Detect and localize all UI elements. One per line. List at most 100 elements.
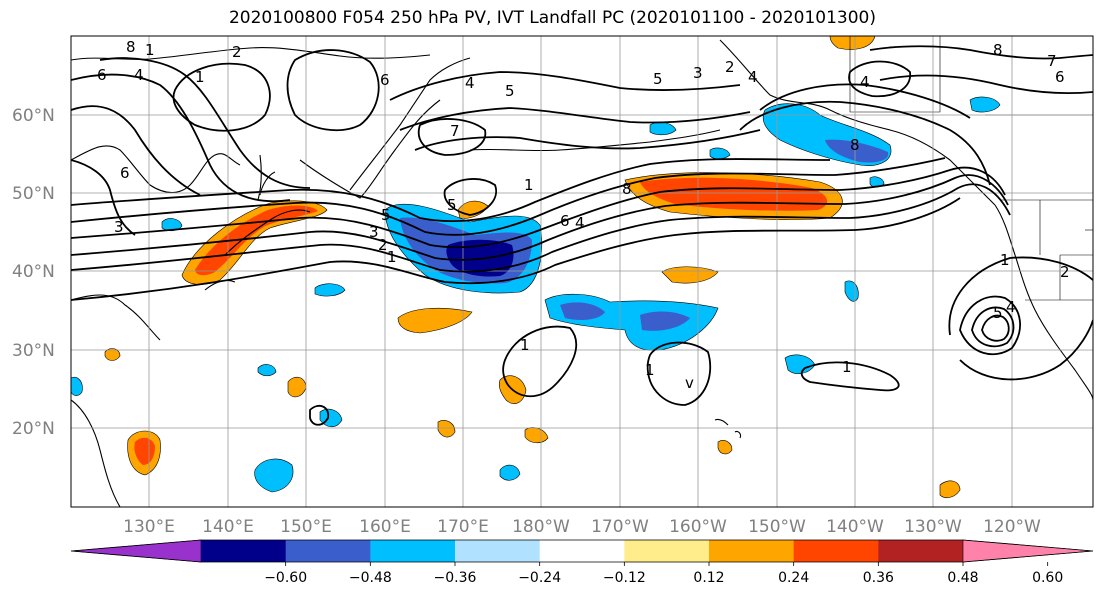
contour-label: 1 (145, 41, 155, 59)
contour-label: 1 (524, 176, 534, 194)
contour-low-1 (959, 295, 1021, 356)
contour-sub-3 (800, 361, 900, 392)
latitude-labels: 60°N 50°N 40°N 30°N 20°N (12, 106, 55, 439)
colorbar-segment (370, 540, 456, 562)
grid-lines (71, 36, 1093, 507)
colorbar-segment (285, 540, 371, 562)
colorbar-segment (201, 540, 287, 562)
negative-anomaly-central-core (560, 302, 690, 331)
contour-label: 6 (560, 212, 570, 230)
positive-anomaly-small-1 (397, 307, 473, 334)
negative-anomaly-small-10 (71, 377, 83, 396)
longitude-labels: 130°E 140°E 150°E 160°E 170°E 180°W 170°… (123, 517, 1041, 537)
contour-sub-2 (646, 341, 712, 406)
lon-label: 180°W (512, 517, 570, 537)
contour-ridge-2 (99, 57, 311, 189)
sakhalin-kuril (257, 99, 441, 201)
contour-label: 8 (622, 180, 632, 198)
contour-n-1 (389, 71, 741, 101)
lat-label: 50°N (12, 184, 55, 204)
north-america-coastline (994, 204, 1093, 401)
contour-label: 1 (842, 358, 852, 376)
colorbar-outline (70, 539, 1094, 563)
contour-label: 1 (195, 68, 205, 86)
contour-closed-5 (443, 178, 497, 216)
contour-label: 3 (693, 64, 703, 82)
contour-label: 2 (1060, 263, 1070, 281)
contour-n-3 (414, 129, 761, 151)
contour-label: 2 (725, 58, 735, 76)
contour-label: 5 (653, 70, 663, 88)
contour-label: 6 (97, 66, 107, 84)
contour-label: 4 (134, 66, 144, 84)
aleutians (469, 129, 721, 152)
contour-closed-nw (172, 62, 271, 132)
negative-anomaly-small-12 (709, 147, 731, 160)
contour-label: 3 (114, 218, 124, 236)
contour-low-3 (981, 314, 1010, 342)
contour-low-2 (971, 306, 1015, 348)
map-title: 2020100800 F054 250 hPa PV, IVT Landfall… (228, 8, 876, 28)
contour-closed-n (286, 49, 380, 132)
lon-label: 130°W (904, 517, 962, 537)
contour-alaska-2 (759, 83, 971, 119)
colorbar-segment (70, 539, 202, 563)
negative-anomaly-small-8 (257, 364, 277, 377)
coastlines (71, 39, 1093, 507)
lon-label: 160°W (669, 517, 727, 537)
contour-ridge-3 (71, 105, 201, 196)
contour-closed-7 (417, 118, 487, 156)
lon-label: 130°E (123, 517, 175, 537)
contour-label: 1 (387, 248, 397, 266)
contour-sub-1 (502, 325, 578, 398)
negative-anomaly-small-2 (314, 283, 346, 297)
contour-label: 7 (1047, 52, 1057, 70)
map-frame (70, 35, 1094, 508)
contour-ne-1 (869, 45, 1093, 60)
colorbar-segment (539, 540, 625, 562)
colorbar-segment (793, 540, 879, 562)
colorbar-segment (624, 540, 710, 562)
colorbar-tick-label: 0.48 (947, 570, 978, 586)
contour-n-2 (399, 107, 751, 131)
contour-label: 5 (993, 304, 1003, 322)
contour-sub-4 (309, 404, 330, 426)
lat-label: 30°N (12, 341, 55, 361)
contour-label: 5 (505, 82, 515, 100)
lon-label: 140°E (202, 517, 254, 537)
negative-anomaly-small-13 (869, 176, 885, 188)
contour-label: 4 (465, 74, 475, 92)
colorbar-tick-label: 0.36 (863, 570, 894, 586)
negative-anomaly-small-1 (254, 458, 294, 493)
positive-anomaly-small-10 (717, 440, 733, 455)
contour-label: 5 (381, 206, 391, 224)
contour-ne-2 (879, 74, 1093, 95)
contour-label: 6 (120, 164, 130, 182)
lon-label: 150°E (280, 517, 332, 537)
hawaii (714, 418, 742, 439)
contour-jet-1 (71, 166, 1006, 249)
positive-anomaly-japan-core (195, 205, 318, 276)
kamchatka (349, 57, 471, 191)
contour-label: 1 (645, 361, 655, 379)
colorbar-tick-label: −0.24 (518, 570, 561, 586)
contour-label: 7 (450, 122, 460, 140)
negative-anomaly-small-7 (499, 464, 521, 481)
positive-anomaly-small-3-core (134, 437, 155, 465)
contour-label: 2 (232, 43, 242, 61)
lat-label: 40°N (12, 262, 55, 282)
lon-label: 170°E (437, 517, 489, 537)
colorbar-segment (878, 540, 964, 562)
contour-label: 1 (1000, 251, 1010, 269)
contour-low-outer-2 (959, 319, 1093, 381)
contour-label: 4 (860, 73, 870, 91)
pv-contours (71, 45, 1093, 426)
lon-label: 150°W (748, 517, 806, 537)
map-background (71, 36, 1093, 507)
contour-label: 4 (748, 68, 758, 86)
contour-label: 8 (126, 38, 136, 56)
positive-anomaly-small-5 (939, 480, 961, 499)
contour-label: 6 (380, 71, 390, 89)
lon-label: 140°W (826, 517, 884, 537)
contour-label: v (685, 374, 694, 392)
